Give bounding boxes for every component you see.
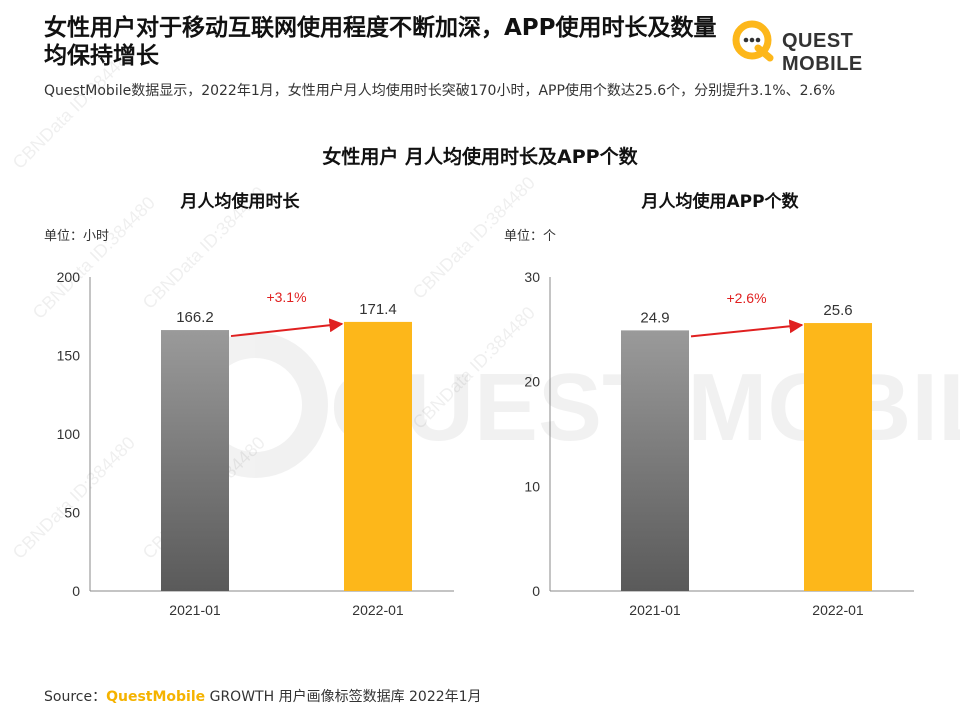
page-subtitle: QuestMobile数据显示，2022年1月，女性用户月人均使用时长突破170… <box>44 83 836 99</box>
y-tick-label: 0 <box>532 583 540 599</box>
source-prefix: Source： <box>44 689 107 705</box>
y-tick-label: 0 <box>72 583 80 599</box>
section-title: 女性用户 月人均使用时长及APP个数 <box>322 146 638 168</box>
bar-value-label: 24.9 <box>640 309 669 326</box>
bar-2022-01 <box>344 321 412 591</box>
unit-label-apps: 单位：个 <box>504 229 557 244</box>
growth-arrow <box>690 319 804 338</box>
bar-2022-01 <box>804 323 872 591</box>
logo-text: QUEST MOBILE <box>782 30 863 75</box>
y-tick-label: 100 <box>57 426 81 442</box>
bar-value-label: 25.6 <box>823 302 852 319</box>
growth-label: +3.1% <box>266 289 306 305</box>
y-tick-label: 200 <box>57 269 81 285</box>
bar-value-label: 166.2 <box>176 309 214 326</box>
bar-2021-01 <box>621 330 689 591</box>
quest-mobile-logo-icon <box>732 20 774 62</box>
chart-hours: 0 50 100 150 200 166.2 2021-01 171.4 2022-01 +3.1… <box>57 269 454 618</box>
y-tick-label: 30 <box>524 269 540 285</box>
y-tick-label: 20 <box>524 374 540 390</box>
quest-mobile-logo: QUEST MOBILE <box>728 14 928 75</box>
y-tick-label: 10 <box>524 478 540 494</box>
y-tick-label: 150 <box>57 348 81 364</box>
x-tick-label: 2021-01 <box>169 602 221 618</box>
x-tick-label: 2021-01 <box>629 602 681 618</box>
source-rest: GROWTH 用户画像标签数据库 2022年1月 <box>205 689 482 705</box>
x-tick-label: 2022-01 <box>812 602 864 618</box>
chart-apps: 0 10 20 30 24.9 2021-01 25.6 2022-01 +2.6% <box>524 269 914 618</box>
x-tick-label: 2022-01 <box>352 602 404 618</box>
y-tick-label: 50 <box>64 505 80 521</box>
bar-value-label: 171.4 <box>359 301 397 318</box>
growth-arrow <box>230 318 344 338</box>
page-title: 女性用户对于移动互联网使用程度不断加深，APP使用时长及数量均保持增长 <box>44 15 717 69</box>
unit-label-hours: 单位：小时 <box>44 229 110 244</box>
chart-title-apps: 月人均使用APP个数 <box>641 192 799 212</box>
source-note: Source：QuestMobile GROWTH 用户画像标签数据库 2022… <box>44 686 482 706</box>
bar-2021-01 <box>161 330 229 591</box>
growth-label: +2.6% <box>726 290 766 306</box>
chart-title-hours: 月人均使用时长 <box>180 192 300 212</box>
source-brand: QuestMobile <box>106 689 206 705</box>
